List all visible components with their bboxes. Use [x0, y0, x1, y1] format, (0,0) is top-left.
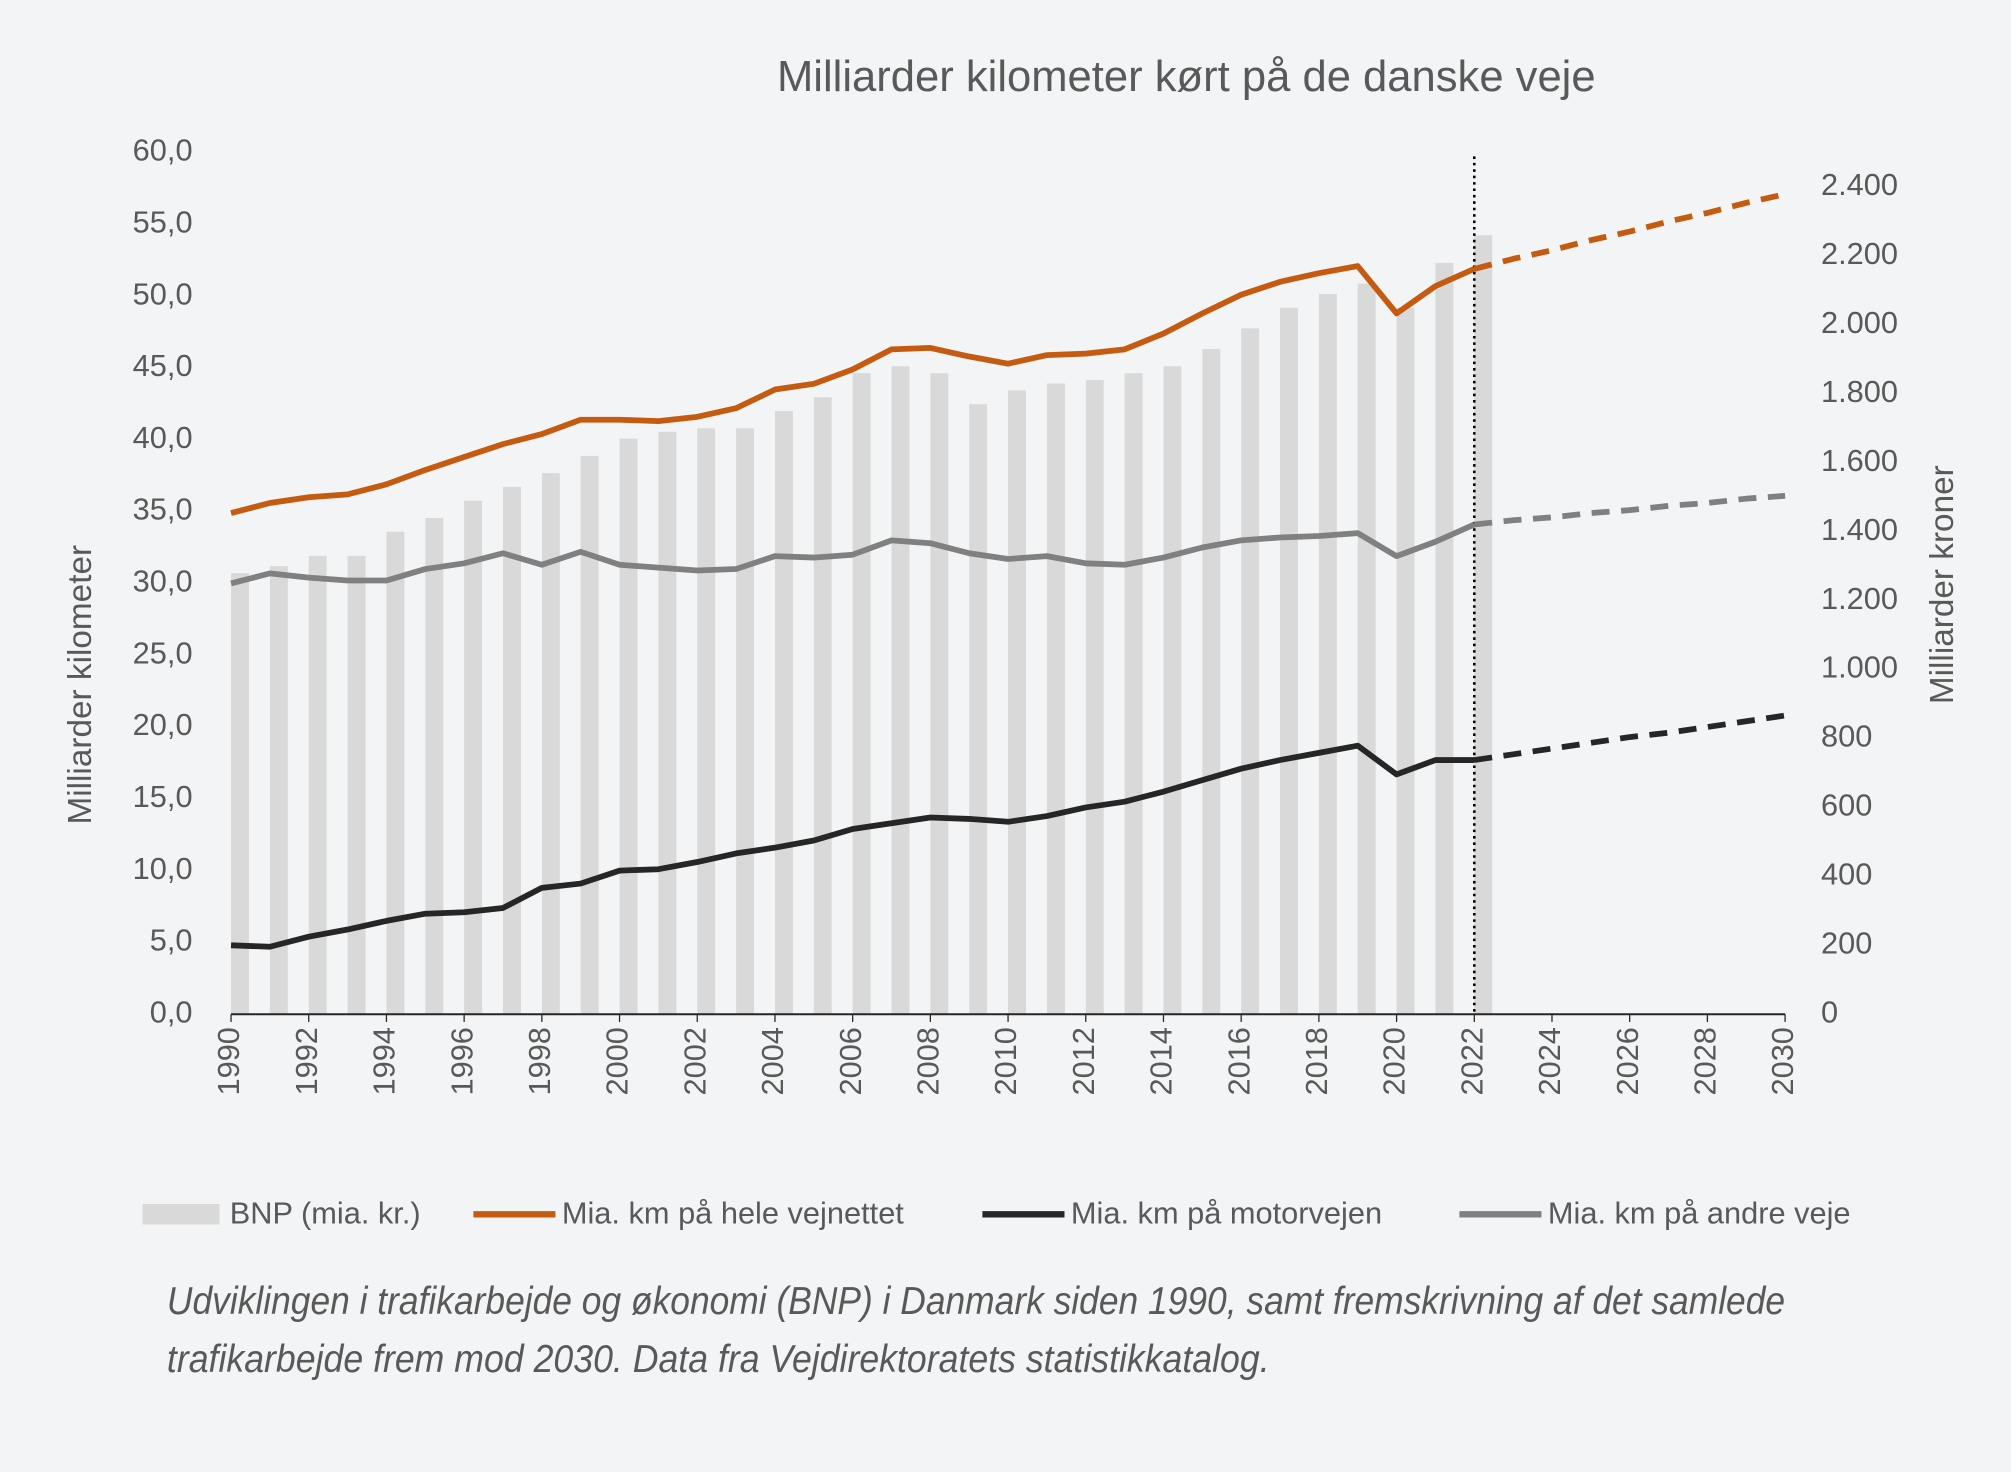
y2-tick-label: 800 [1821, 719, 1872, 754]
x-tick-label: 2002 [677, 1027, 712, 1095]
line [230, 521, 1476, 587]
line [230, 263, 1476, 516]
y-tick-label: 45,0 [133, 348, 193, 383]
bar [425, 517, 444, 1015]
y-tick-label: 0,0 [150, 994, 193, 1029]
bar [736, 428, 755, 1015]
x-tick-label: 2024 [1532, 1027, 1567, 1095]
y2-tick-label: 0 [1821, 994, 1838, 1029]
x-tick-label: 2030 [1765, 1027, 1800, 1095]
y-axis-label: Milliarder kilometer [62, 545, 99, 825]
y-tick-label: 40,0 [133, 420, 193, 455]
y-tick-label: 20,0 [133, 707, 193, 742]
y-tick-label: 60,0 [133, 133, 193, 168]
y2-tick-label: 1.600 [1821, 443, 1898, 478]
x-tick-label: 2000 [600, 1027, 635, 1095]
x-tick-label: 2026 [1610, 1027, 1645, 1095]
y-tick-label: 15,0 [133, 779, 193, 814]
bar [347, 555, 366, 1015]
bar [386, 531, 405, 1015]
x-tick-label: 2012 [1066, 1027, 1101, 1095]
bar [541, 473, 560, 1015]
caption-line: trafikarbejde frem mod 2030. Data fra Ve… [167, 1338, 1270, 1381]
bar [1046, 383, 1065, 1015]
x-tick-label: 2018 [1299, 1027, 1334, 1095]
bar [1435, 262, 1454, 1015]
x-tick-label: 2008 [910, 1027, 945, 1095]
bar [891, 366, 910, 1015]
x-tick-label: 1994 [367, 1027, 402, 1095]
bar [619, 438, 638, 1015]
legend-label: BNP (mia. kr.) [230, 1196, 421, 1231]
legend-swatch [142, 1204, 220, 1225]
y2-axis-label: Milliarder kroner [1924, 465, 1961, 704]
y2-tick-label: 400 [1821, 857, 1872, 892]
bar [1202, 349, 1221, 1015]
bar [231, 573, 249, 1015]
forecast-line [1473, 492, 1786, 528]
x-tick-label: 2006 [833, 1027, 868, 1095]
bar [658, 431, 677, 1015]
y2-tick-label: 600 [1821, 788, 1872, 823]
x-tick-label: 1996 [444, 1027, 479, 1095]
y2-tick-label: 1.200 [1821, 581, 1898, 616]
bar [580, 455, 599, 1015]
x-tick-label: 2022 [1454, 1027, 1489, 1095]
bar [1357, 283, 1376, 1015]
x-tick-label: 1990 [211, 1027, 246, 1095]
y-tick-label: 10,0 [133, 851, 193, 886]
bar [1396, 307, 1415, 1015]
x-tick-label: 2020 [1377, 1027, 1412, 1095]
forecast-line [1473, 191, 1786, 272]
bar [502, 486, 521, 1015]
x-tick-label: 2016 [1221, 1027, 1256, 1095]
legend-label: Mia. km på hele vejnettet [562, 1196, 904, 1231]
y-tick-label: 35,0 [133, 492, 193, 527]
y2-tick-label: 2.400 [1821, 167, 1898, 202]
bar [969, 404, 988, 1015]
y-tick-label: 5,0 [150, 923, 193, 958]
bar [1474, 235, 1493, 1015]
y2-tick-label: 1.000 [1821, 650, 1898, 685]
bar [269, 566, 288, 1015]
bar [1163, 366, 1182, 1015]
x-tick-label: 2028 [1688, 1027, 1723, 1095]
bar [308, 555, 327, 1015]
line [230, 742, 1475, 950]
y2-tick-label: 2.000 [1821, 305, 1898, 340]
bar [1085, 380, 1104, 1015]
y2-tick-label: 1.400 [1821, 512, 1898, 547]
bar [1280, 307, 1298, 1015]
y2-tick-label: 2.200 [1821, 236, 1898, 271]
bar [852, 373, 871, 1015]
chart-title: Milliarder kilometer kørt på de danske v… [777, 53, 1596, 101]
bar [1008, 390, 1027, 1015]
y2-tick-label: 1.800 [1821, 374, 1898, 409]
forecast-line [1473, 712, 1786, 763]
bar [1241, 328, 1260, 1015]
y-tick-label: 30,0 [133, 564, 193, 599]
bar [930, 373, 949, 1015]
x-tick-label: 2004 [755, 1027, 790, 1095]
bar [697, 428, 716, 1015]
bar [774, 411, 793, 1015]
caption-line: Udviklingen i trafikarbejde og økonomi (… [167, 1280, 1785, 1323]
legend-label: Mia. km på andre veje [1548, 1196, 1851, 1231]
x-tick-label: 2014 [1144, 1027, 1179, 1095]
y-tick-label: 50,0 [133, 276, 193, 311]
y2-tick-label: 200 [1821, 925, 1872, 960]
bar [813, 397, 832, 1015]
y-tick-label: 55,0 [133, 205, 193, 240]
x-tick-label: 1998 [522, 1027, 557, 1095]
x-tick-label: 2010 [988, 1027, 1023, 1095]
y-tick-label: 25,0 [133, 635, 193, 670]
x-tick-label: 1992 [289, 1027, 324, 1095]
bar [464, 500, 483, 1015]
bar [1124, 373, 1143, 1015]
bar [1318, 293, 1337, 1015]
legend-label: Mia. km på motorvejen [1071, 1196, 1382, 1231]
